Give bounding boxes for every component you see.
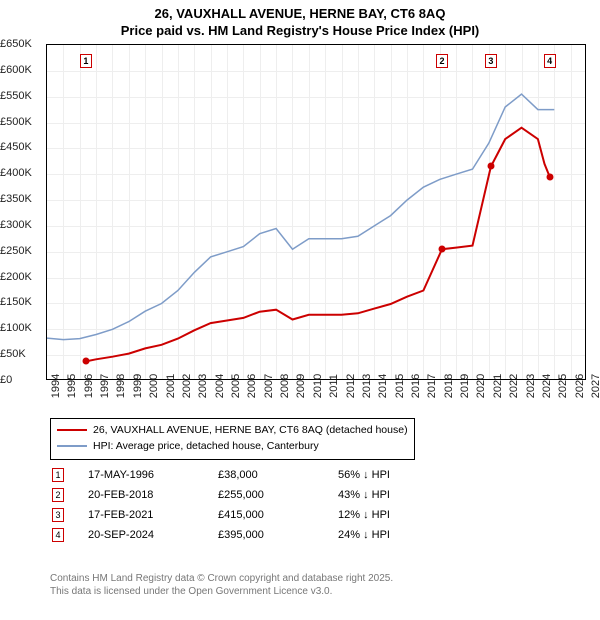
y-tick: £350K [0,193,42,205]
legend-box: 26, VAUXHALL AVENUE, HERNE BAY, CT6 8AQ … [50,418,415,460]
y-tick: £200K [0,271,42,283]
y-tick: £300K [0,219,42,231]
chart-title: 26, VAUXHALL AVENUE, HERNE BAY, CT6 8AQ … [0,0,600,40]
y-tick: £100K [0,322,42,334]
legend-hpi: HPI: Average price, detached house, Cant… [57,439,408,455]
marker-3: 3 [485,54,497,68]
y-tick: £0 [0,374,42,386]
footnote-row: 420-SEP-2024£395,00024% ↓ HPI [52,526,398,544]
y-tick: £500K [0,116,42,128]
sale-dot-3 [487,163,494,170]
footnote-table: 117-MAY-1996£38,00056% ↓ HPI 220-FEB-2018… [50,464,400,546]
plot-area: 1 2 3 4 [46,44,586,380]
marker-2: 2 [436,54,448,68]
y-tick: £400K [0,167,42,179]
series-sale [86,128,550,362]
title-line1: 26, VAUXHALL AVENUE, HERNE BAY, CT6 8AQ [155,6,446,21]
legend-sale: 26, VAUXHALL AVENUE, HERNE BAY, CT6 8AQ … [57,423,408,439]
title-line2: Price paid vs. HM Land Registry's House … [121,23,480,38]
y-tick: £150K [0,296,42,308]
marker-1: 1 [80,54,92,68]
marker-4: 4 [544,54,556,68]
y-tick: £250K [0,245,42,257]
footer-text: Contains HM Land Registry data © Crown c… [50,572,393,598]
y-tick: £50K [0,348,42,360]
sale-dot-2 [439,246,446,253]
y-tick: £600K [0,64,42,76]
sale-dot-4 [546,173,553,180]
footnote-row: 317-FEB-2021£415,00012% ↓ HPI [52,506,398,524]
sale-dot-1 [82,358,89,365]
footnote-row: 220-FEB-2018£255,00043% ↓ HPI [52,486,398,504]
footnote-row: 117-MAY-1996£38,00056% ↓ HPI [52,466,398,484]
y-tick: £450K [0,141,42,153]
y-tick: £650K [0,38,42,50]
y-tick: £550K [0,90,42,102]
x-tick: 2027 [590,374,600,398]
